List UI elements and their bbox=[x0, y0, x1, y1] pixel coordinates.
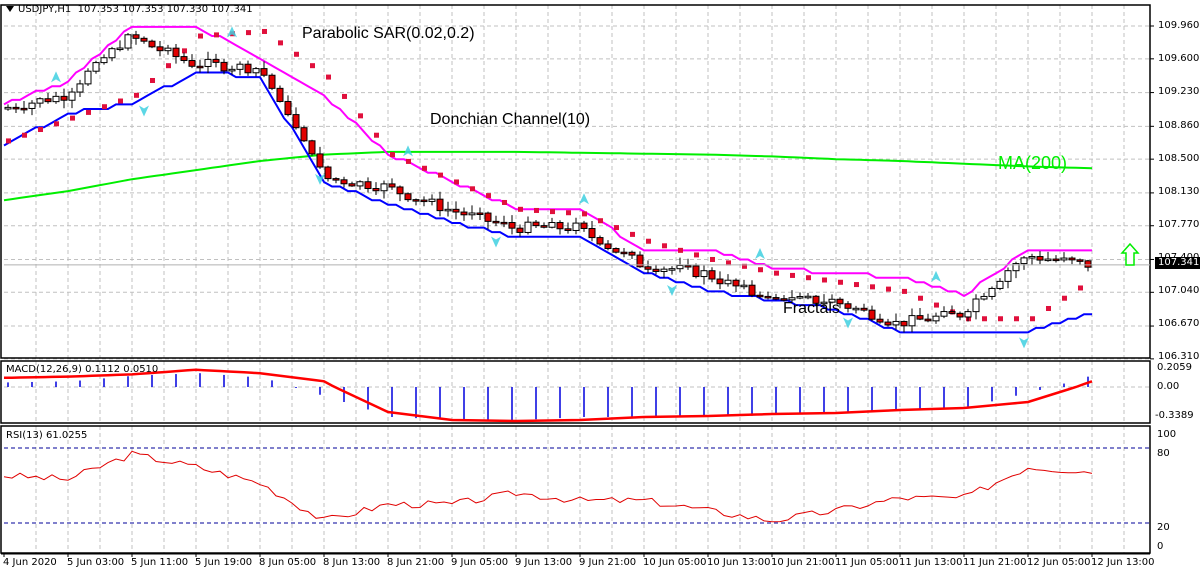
time-label: 9 Jun 13:00 bbox=[515, 557, 573, 568]
time-label: 5 Jun 19:00 bbox=[195, 557, 253, 568]
fractals-annotation: Fractals bbox=[783, 300, 840, 317]
parabolic-sar-dots bbox=[6, 28, 1083, 322]
buy-signal-arrow-icon bbox=[1120, 242, 1140, 266]
price-tick: 107.040 bbox=[1158, 285, 1200, 296]
time-label: 9 Jun 05:00 bbox=[451, 557, 509, 568]
grid-lines bbox=[4, 5, 1154, 553]
sar-annotation: Parabolic SAR(0.02,0.2) bbox=[302, 25, 475, 42]
price-tick: 108.860 bbox=[1158, 120, 1200, 131]
macd-tick: 0.2059 bbox=[1157, 362, 1192, 373]
price-tick: 108.500 bbox=[1158, 153, 1200, 164]
panel-frames bbox=[0, 4, 1151, 557]
fractal-markers bbox=[51, 26, 1029, 349]
macd-panel-plot bbox=[3, 368, 1093, 423]
macd-label: MACD(12,26,9) 0.1112 0.0510 bbox=[6, 364, 159, 375]
dropdown-triangle-icon[interactable] bbox=[6, 6, 14, 12]
price-tick: 106.670 bbox=[1158, 318, 1200, 329]
price-tick: 109.230 bbox=[1158, 86, 1200, 97]
time-label: 10 Jun 05:00 bbox=[643, 557, 707, 568]
macd-tick: 0.00 bbox=[1157, 381, 1180, 392]
macd-tick: -0.3389 bbox=[1155, 410, 1194, 421]
price-tick: 109.600 bbox=[1158, 53, 1200, 64]
time-label: 8 Jun 13:00 bbox=[323, 557, 381, 568]
price-tick: 109.960 bbox=[1158, 20, 1200, 31]
time-label: 12 Jun 13:00 bbox=[1091, 557, 1155, 568]
ma200-line bbox=[3, 150, 1093, 202]
time-label: 5 Jun 11:00 bbox=[131, 557, 189, 568]
time-label: 5 Jun 03:00 bbox=[67, 557, 125, 568]
time-label: 11 Jun 21:00 bbox=[963, 557, 1027, 568]
rsi-panel-plot bbox=[3, 450, 1093, 523]
time-label: 4 Jun 2020 bbox=[3, 557, 57, 568]
candlesticks bbox=[4, 30, 1092, 333]
donchian-annotation: Donchian Channel(10) bbox=[430, 111, 591, 128]
donchian-channel bbox=[3, 25, 1092, 334]
rsi-tick: 0 bbox=[1157, 541, 1164, 552]
time-label: 8 Jun 05:00 bbox=[259, 557, 317, 568]
time-label: 11 Jun 05:00 bbox=[835, 557, 899, 568]
rsi-tick: 20 bbox=[1157, 522, 1170, 533]
chart-header: USDJPY,H1 107.353 107.353 107.330 107.34… bbox=[6, 4, 253, 15]
current-price-tag: 107.341 bbox=[1155, 257, 1200, 269]
rsi-label: RSI(13) 61.0255 bbox=[6, 430, 88, 441]
ma-annotation: MA(200) bbox=[998, 153, 1068, 173]
price-tick: 106.310 bbox=[1158, 351, 1200, 362]
time-label: 10 Jun 13:00 bbox=[707, 557, 771, 568]
symbol-label: USDJPY,H1 bbox=[18, 4, 72, 15]
price-tick: 108.130 bbox=[1158, 186, 1200, 197]
price-tick: 107.770 bbox=[1158, 219, 1200, 230]
time-label: 11 Jun 13:00 bbox=[899, 557, 963, 568]
rsi-tick: 80 bbox=[1157, 448, 1170, 459]
time-label: 8 Jun 21:00 bbox=[387, 557, 445, 568]
time-label: 12 Jun 05:00 bbox=[1027, 557, 1091, 568]
rsi-tick: 100 bbox=[1157, 429, 1177, 440]
ohlc-values: 107.353 107.353 107.330 107.341 bbox=[77, 4, 253, 15]
time-label: 9 Jun 21:00 bbox=[579, 557, 637, 568]
time-label: 10 Jun 21:00 bbox=[771, 557, 835, 568]
